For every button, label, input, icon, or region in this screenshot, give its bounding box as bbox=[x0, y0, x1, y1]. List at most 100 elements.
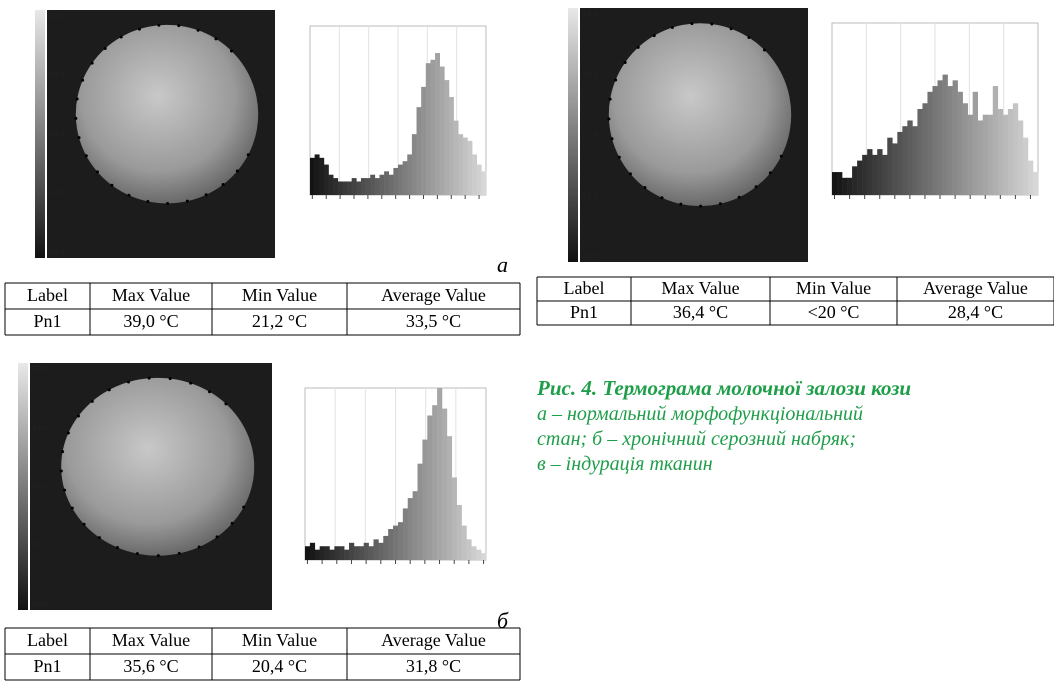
colorbar bbox=[35, 10, 45, 258]
histogram-bar bbox=[374, 178, 380, 195]
histogram-bar bbox=[446, 436, 453, 560]
histogram-bar bbox=[351, 178, 357, 195]
histogram-bar bbox=[462, 137, 468, 195]
histogram-bar bbox=[917, 109, 923, 195]
table-cell: 35,6 °C bbox=[123, 656, 178, 676]
histogram-bar bbox=[421, 86, 427, 195]
histogram-bar bbox=[962, 103, 968, 195]
histogram-bar bbox=[967, 114, 973, 195]
histogram-bar bbox=[329, 549, 335, 560]
histogram-bar bbox=[422, 439, 428, 560]
histogram-bar bbox=[1017, 120, 1024, 195]
colorbar-label: 23.5 bbox=[582, 192, 598, 200]
outline-dot bbox=[177, 551, 181, 555]
table-cell: 36,4 °C bbox=[673, 302, 728, 322]
histogram-bar bbox=[437, 388, 443, 560]
histogram-bar bbox=[932, 86, 938, 195]
histogram-bar bbox=[353, 546, 360, 560]
histogram-bar bbox=[319, 546, 325, 560]
thermogram-blob bbox=[608, 23, 792, 207]
outline-dot bbox=[115, 546, 119, 550]
table-cell: Max Value bbox=[112, 630, 190, 650]
histogram-bar bbox=[847, 177, 853, 195]
colorbar-label: 30.5 bbox=[582, 71, 598, 79]
histogram-bar bbox=[383, 535, 389, 560]
histogram-bar bbox=[922, 103, 928, 195]
outline-dot bbox=[166, 201, 170, 205]
panel-letter: б bbox=[497, 608, 509, 633]
table-cell: <20 °C bbox=[808, 302, 860, 322]
outline-dot bbox=[242, 505, 246, 509]
outline-dot bbox=[189, 381, 193, 385]
histogram-bar bbox=[877, 149, 883, 195]
outline-dot bbox=[230, 521, 234, 525]
outline-dot bbox=[66, 431, 70, 435]
histogram-bar bbox=[402, 161, 408, 195]
caption-line: стан; б – хронічний серозний набряк; bbox=[537, 428, 856, 450]
outline-dot bbox=[718, 202, 722, 206]
histogram-bar bbox=[1007, 109, 1014, 195]
histogram-bar bbox=[339, 546, 345, 560]
histogram-bar bbox=[439, 66, 445, 195]
histogram-bar bbox=[323, 164, 329, 195]
outline-dot bbox=[185, 199, 189, 203]
table-cell: 28,4 °C bbox=[948, 302, 1003, 322]
outline-dot bbox=[614, 78, 618, 82]
outline-dot bbox=[652, 34, 656, 38]
outline-dot bbox=[628, 172, 632, 176]
colorbar-label: 27.0 bbox=[582, 131, 598, 139]
outline-dot bbox=[70, 506, 74, 510]
outline-dot bbox=[110, 183, 114, 187]
outline-dot bbox=[779, 154, 783, 158]
histogram-bar bbox=[902, 126, 908, 195]
thermogram-blob bbox=[75, 24, 259, 204]
histogram-bar bbox=[432, 405, 438, 560]
caption-line: а – нормальний морфофункціональний bbox=[537, 403, 863, 425]
table-cell: Min Value bbox=[796, 278, 871, 298]
histogram-bar bbox=[425, 63, 431, 196]
outline-dot bbox=[636, 45, 640, 49]
outline-dot bbox=[75, 97, 79, 101]
histogram-bar bbox=[388, 174, 394, 195]
panel-letter: а bbox=[497, 252, 508, 277]
histogram-bar bbox=[1002, 114, 1009, 195]
outline-dot bbox=[660, 196, 664, 200]
histogram-bar bbox=[937, 80, 943, 195]
histogram-bar bbox=[467, 140, 473, 195]
histogram-bar bbox=[927, 91, 933, 195]
histogram-bar bbox=[857, 160, 863, 195]
histogram-bar bbox=[416, 107, 422, 195]
outline-dot bbox=[235, 169, 239, 173]
histogram-bar bbox=[456, 504, 462, 560]
outline-dot bbox=[82, 522, 86, 526]
outline-dot bbox=[156, 554, 160, 558]
colorbar-label: 20.1 bbox=[49, 248, 65, 256]
outline-dot bbox=[729, 27, 733, 31]
table-cell: 39,0 °C bbox=[123, 311, 178, 331]
caption-title: Рис. 4. Термограма молочної залози кози bbox=[536, 376, 911, 400]
histogram-bar bbox=[466, 539, 472, 560]
table-cell: Pn1 bbox=[570, 302, 598, 322]
outline-dot bbox=[76, 414, 80, 418]
outline-dot bbox=[95, 170, 99, 174]
histogram-bar bbox=[476, 549, 482, 560]
histogram-bar bbox=[427, 415, 433, 560]
table-cell: Average Value bbox=[381, 285, 486, 305]
histogram-bar bbox=[952, 80, 958, 195]
table-cell: Pn1 bbox=[33, 656, 61, 676]
histogram-bar bbox=[897, 131, 903, 195]
histogram-bar bbox=[471, 546, 477, 560]
histogram-bar bbox=[314, 154, 320, 195]
histogram-bar bbox=[397, 522, 404, 560]
histogram-bar bbox=[342, 181, 348, 195]
histogram-bar bbox=[882, 154, 888, 195]
histogram-bar bbox=[444, 80, 450, 195]
colorbar-label: 34.0 bbox=[582, 10, 598, 18]
outline-dot bbox=[699, 204, 703, 208]
outline-dot bbox=[737, 195, 741, 199]
colorbar bbox=[568, 8, 578, 262]
histogram-bar bbox=[407, 498, 413, 560]
colorbar-label: 20.0 bbox=[32, 600, 48, 608]
outline-dot bbox=[710, 22, 714, 26]
